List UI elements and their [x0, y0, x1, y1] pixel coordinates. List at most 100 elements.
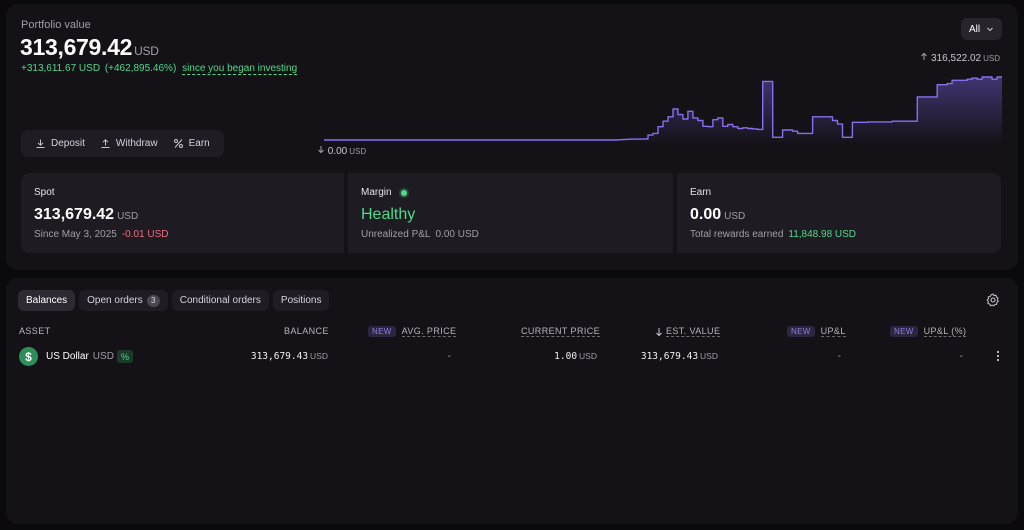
- earn-label: Earn: [188, 138, 210, 149]
- total-rewards-value: 11,848.98 USD: [788, 229, 857, 240]
- open-orders-count-badge: 3: [146, 294, 160, 307]
- tab-conditional-orders[interactable]: Conditional orders: [171, 290, 269, 311]
- portfolio-chart[interactable]: [324, 68, 1002, 144]
- status-dot-icon: [400, 189, 407, 196]
- earn-button[interactable]: Earn: [173, 138, 210, 149]
- table-header: ASSET BALANCE NEW AVG. PRICE CURRENT PRIC…: [6, 326, 1018, 340]
- asset-name: US Dollar USD: [46, 351, 114, 362]
- chart-area: [324, 77, 1002, 144]
- deposit-label: Deposit: [51, 138, 85, 149]
- balances-panel: Balances Open orders 3 Conditional order…: [6, 278, 1018, 524]
- balance-cell: 313,679.43 USD: [251, 351, 328, 362]
- current-price-currency: USD: [579, 351, 597, 361]
- portfolio-change-pct: (+462,895.46%): [104, 63, 177, 74]
- spot-value-amount: 313,679.42: [34, 206, 115, 223]
- header-est-value[interactable]: EST. VALUE: [655, 326, 721, 337]
- new-tag: NEW: [890, 326, 918, 337]
- spot-card-sub: Since May 3, 2025 -0.01 USD: [34, 229, 169, 240]
- header-avg-price-label: AVG. PRICE: [401, 326, 457, 337]
- download-icon: [35, 138, 46, 149]
- margin-card-title: Margin: [361, 187, 407, 198]
- tab-positions-label: Positions: [280, 295, 322, 306]
- tab-balances-label: Balances: [26, 295, 68, 306]
- tab-open-orders[interactable]: Open orders 3: [79, 290, 168, 311]
- spot-card[interactable]: Spot 313,679.42 USD Since May 3, 2025 -0.0…: [21, 173, 344, 253]
- header-upl-pct[interactable]: NEW UP&L (%): [890, 326, 967, 337]
- chart-min-currency: USD: [349, 147, 367, 156]
- arrow-down-icon: [317, 146, 328, 157]
- withdraw-button[interactable]: Withdraw: [100, 138, 158, 149]
- header-current-price[interactable]: CURRENT PRICE: [521, 326, 601, 337]
- unrealized-pnl-value: 0.00 USD: [435, 229, 479, 240]
- earn-value-amount: 0.00: [690, 206, 722, 223]
- est-value-cell: 313,679.43 USD: [641, 351, 718, 362]
- current-price-value: 1.00: [554, 351, 578, 362]
- est-value-currency: USD: [700, 351, 718, 361]
- spot-card-value: 313,679.42 USD: [34, 206, 138, 224]
- portfolio-value: 313,679.42 USD: [20, 34, 159, 61]
- earn-card[interactable]: Earn 0.00 USD Total rewards earned 11,848.…: [677, 173, 1001, 253]
- header-current-price-label: CURRENT PRICE: [521, 326, 601, 337]
- header-avg-price[interactable]: NEW AVG. PRICE: [368, 326, 457, 337]
- margin-status: Healthy: [361, 206, 416, 223]
- header-balance[interactable]: BALANCE: [284, 326, 329, 336]
- asset-name-label: US Dollar: [46, 351, 89, 362]
- new-tag: NEW: [368, 326, 396, 337]
- margin-card[interactable]: Margin Healthy Unrealized P&L 0.00 USD: [348, 173, 673, 253]
- more-options-icon[interactable]: [995, 349, 1001, 366]
- spot-value-currency: USD: [117, 211, 139, 222]
- upload-icon: [100, 138, 111, 149]
- tab-open-orders-label: Open orders: [87, 295, 143, 306]
- portfolio-change: +313,611.67 USD (+462,895.46%) since you…: [21, 63, 298, 75]
- total-rewards-label: Total rewards earned: [690, 229, 784, 240]
- chart-max-currency: USD: [983, 54, 1000, 63]
- time-range-value: All: [968, 23, 981, 35]
- tab-balances[interactable]: Balances: [18, 290, 76, 311]
- chart-line: [324, 76, 1002, 141]
- header-asset[interactable]: ASSET: [19, 326, 51, 336]
- chart-min-label: 0.00 USD: [317, 145, 366, 157]
- upl-cell: -: [837, 351, 841, 362]
- balance-currency: USD: [310, 351, 328, 361]
- tab-positions[interactable]: Positions: [272, 290, 330, 311]
- earn-card-sub: Total rewards earned 11,848.98 USD: [690, 229, 856, 240]
- earn-card-title: Earn: [690, 187, 712, 198]
- balance-value: 313,679.43: [250, 351, 309, 362]
- earn-percent-tag[interactable]: %: [117, 350, 134, 363]
- portfolio-panel: Portfolio value 313,679.42 USD +313,611.6…: [6, 4, 1018, 270]
- arrow-up-icon: [920, 52, 931, 64]
- spot-card-title: Spot: [34, 187, 55, 198]
- table-row[interactable]: $ US Dollar USD % 313,679.43 USD - 1.00 USD…: [6, 347, 1018, 369]
- tab-conditional-orders-label: Conditional orders: [179, 295, 261, 306]
- unrealized-pnl-label: Unrealized P&L: [361, 229, 431, 240]
- upl-pct-cell: -: [959, 351, 963, 362]
- est-value-value: 313,679.43: [640, 351, 699, 362]
- portfolio-value-label: Portfolio value: [21, 19, 91, 31]
- margin-title-label: Margin: [361, 187, 392, 198]
- chart-max-value: 316,522.02: [931, 53, 982, 64]
- portfolio-value-amount: 313,679.42: [20, 34, 133, 60]
- portfolio-change-since-link[interactable]: since you began investing: [182, 63, 298, 75]
- time-range-dropdown[interactable]: All: [961, 18, 1002, 40]
- chart-min-value: 0.00: [327, 146, 348, 157]
- chart-max-label: 316,522.02 USD: [920, 52, 1000, 64]
- percent-icon: [173, 138, 184, 149]
- chevron-down-icon: [986, 25, 994, 33]
- header-upl-label: UP&L: [820, 326, 846, 337]
- action-bar: Deposit Withdraw Earn: [21, 130, 224, 157]
- margin-card-sub: Unrealized P&L 0.00 USD: [361, 229, 479, 240]
- withdraw-label: Withdraw: [115, 138, 158, 149]
- header-est-value-label: EST. VALUE: [666, 326, 721, 337]
- current-price-cell: 1.00 USD: [554, 351, 597, 362]
- asset-ticker: USD: [92, 351, 114, 362]
- balances-tabs: Balances Open orders 3 Conditional order…: [18, 290, 333, 311]
- deposit-button[interactable]: Deposit: [35, 138, 85, 149]
- portfolio-change-abs: +313,611.67 USD: [21, 63, 101, 74]
- header-upl[interactable]: NEW UP&L: [787, 326, 846, 337]
- avg-price-cell: -: [447, 351, 451, 362]
- spot-since-label: Since May 3, 2025: [34, 229, 117, 240]
- earn-card-value: 0.00 USD: [690, 206, 745, 224]
- header-upl-pct-label: UP&L (%): [923, 326, 967, 337]
- gear-icon[interactable]: [986, 293, 1000, 312]
- new-tag: NEW: [787, 326, 815, 337]
